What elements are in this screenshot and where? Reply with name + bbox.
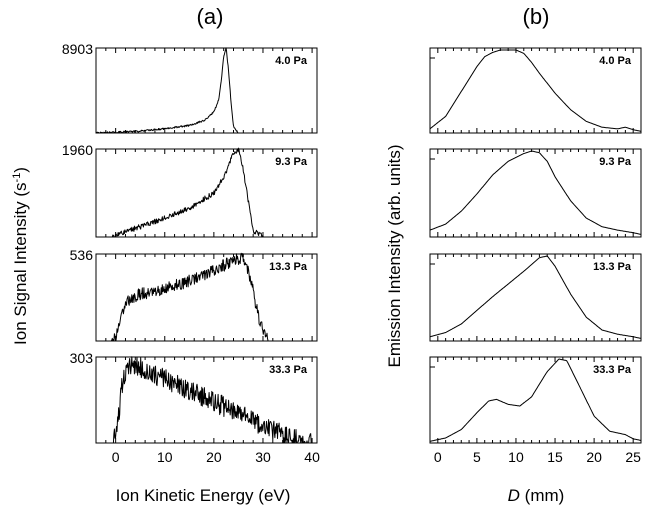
pressure-label: 33.3 Pa — [593, 364, 632, 376]
subplot-1: 4.0 Pa — [429, 47, 642, 134]
x-tick-label: 40 — [304, 449, 320, 465]
subplot-2: 9.3 Pa 1960 — [62, 142, 318, 238]
series-line — [429, 358, 642, 442]
plot-frame — [95, 253, 318, 342]
x-tick-label: 30 — [255, 449, 271, 465]
peak-value-label: 8903 — [62, 41, 93, 57]
plot-frame — [429, 47, 642, 134]
peak-value-label: 303 — [70, 350, 94, 366]
panel-a-ylabel: Ion Signal Intensity (s-1) — [11, 167, 30, 345]
pressure-label: 13.3 Pa — [269, 261, 308, 273]
panel-b-ylabel: Emission Intensity (arb. units) — [385, 145, 404, 368]
peak-value-label: 1960 — [62, 142, 93, 158]
subplot-4: 33.3 Pa 303 — [70, 350, 318, 444]
peak-value-label: 536 — [70, 247, 94, 263]
series-line — [96, 47, 317, 134]
x-tick-label: 10 — [508, 449, 524, 465]
series-line — [96, 356, 317, 444]
series-line — [429, 150, 642, 235]
x-tick-label: 0 — [434, 449, 442, 465]
plot-frame — [95, 47, 318, 134]
plot-frame — [429, 356, 642, 444]
pressure-label: 33.3 Pa — [269, 364, 308, 376]
plot-frame — [95, 148, 318, 238]
pressure-label: 4.0 Pa — [275, 55, 308, 67]
series-line — [96, 147, 317, 238]
panel-b-xlabel: D (mm) — [508, 486, 565, 505]
series-line — [96, 252, 317, 342]
x-tick-label: 10 — [157, 449, 173, 465]
series-line — [429, 49, 642, 132]
panel-b: 4.0 Pa 9.3 Pa 13.3 Pa 33.3 Pa 0 5 10 15 20 25 — [429, 47, 642, 465]
subplot-3: 13.3 Pa 536 — [70, 247, 318, 342]
subplot-1: 4.0 Pa 8903 — [62, 41, 318, 134]
subplot-4: 33.3 Pa — [429, 356, 642, 444]
pressure-label: 4.0 Pa — [599, 55, 632, 67]
x-tick-label: 25 — [625, 449, 641, 465]
x-tick-label: 0 — [112, 449, 120, 465]
x-tick-label: 20 — [586, 449, 602, 465]
x-tick-label: 5 — [473, 449, 481, 465]
pressure-label: 9.3 Pa — [599, 156, 632, 168]
plot-frame — [429, 253, 642, 342]
subplot-2: 9.3 Pa — [429, 148, 642, 238]
plot-frame — [95, 356, 318, 444]
subplot-3: 13.3 Pa — [429, 253, 642, 342]
pressure-label: 9.3 Pa — [275, 156, 308, 168]
panel-a-label: (a) — [197, 4, 224, 29]
panel-a-xlabel: Ion Kinetic Energy (eV) — [116, 486, 291, 505]
series-line — [429, 255, 642, 339]
pressure-label: 13.3 Pa — [593, 261, 632, 273]
plot-frame — [429, 148, 642, 238]
x-tick-label: 20 — [206, 449, 222, 465]
x-tick-label: 15 — [547, 449, 563, 465]
panel-b-label: (b) — [523, 4, 550, 29]
